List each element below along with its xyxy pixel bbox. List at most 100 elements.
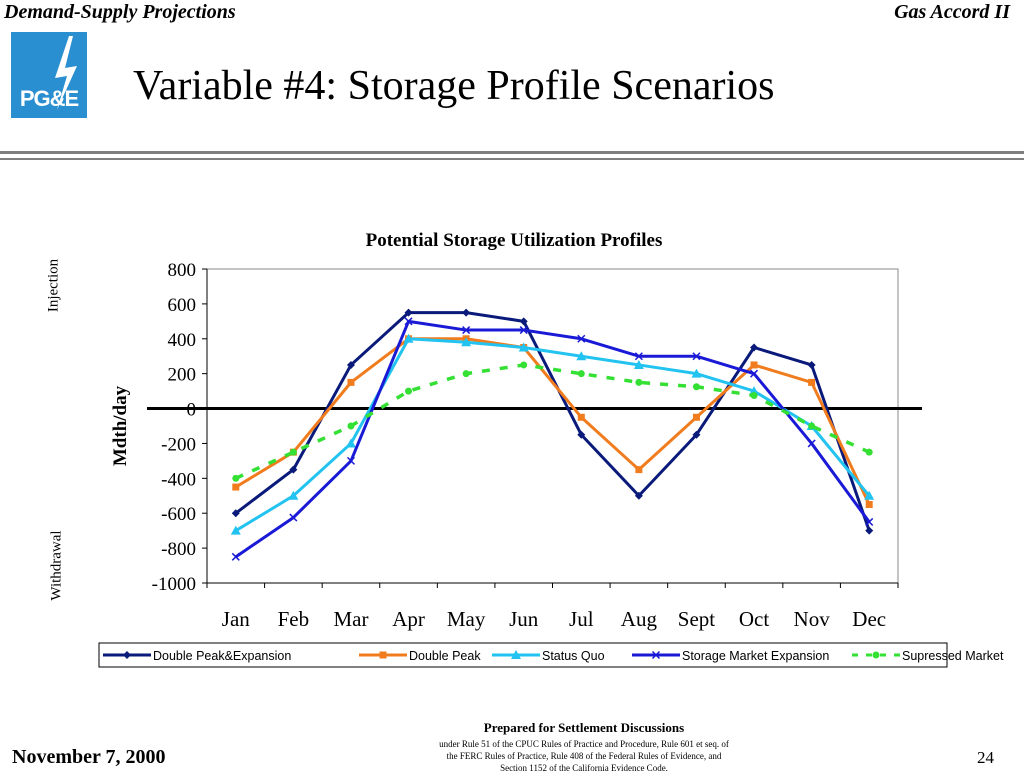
y-tick-label: 200 xyxy=(168,365,197,386)
legend-label: Double Peak&Expansion xyxy=(153,649,291,663)
header-rule-bottom xyxy=(0,158,1024,160)
footer-line-2: the FERC Rules of Practice, Rule 408 of … xyxy=(446,751,722,761)
data-point xyxy=(231,552,240,561)
x-tick-label: Jan xyxy=(222,607,250,631)
y-tick-label: -1000 xyxy=(152,574,196,595)
x-tick-label: Aug xyxy=(621,607,658,631)
series-line xyxy=(235,363,870,480)
data-point xyxy=(577,430,586,439)
data-point xyxy=(692,413,700,421)
data-point xyxy=(289,513,298,522)
data-point xyxy=(808,378,816,386)
data-point xyxy=(864,490,875,500)
x-tick-label: Apr xyxy=(392,607,425,631)
x-tick-label: Sept xyxy=(678,607,716,631)
y-tick-label: 600 xyxy=(168,295,197,316)
data-point xyxy=(865,517,874,526)
footer-heading: Prepared for Settlement Discussions xyxy=(483,720,685,735)
data-point xyxy=(404,308,413,317)
data-point xyxy=(750,369,759,378)
data-point xyxy=(635,378,643,386)
data-point xyxy=(865,501,873,508)
plot-area xyxy=(206,268,899,584)
logo-text: PG&E xyxy=(19,86,79,111)
chart-legend: Double Peak&Expansion Double Peak Status Q… xyxy=(98,642,1004,668)
data-point xyxy=(577,413,585,421)
legend-label: Storage Market Expansion xyxy=(682,649,829,663)
data-point xyxy=(345,438,356,448)
data-point xyxy=(403,333,414,343)
data-point xyxy=(635,466,643,474)
data-point xyxy=(232,474,240,482)
data-point xyxy=(692,383,700,391)
data-point xyxy=(808,422,816,430)
data-point xyxy=(347,378,355,386)
data-point xyxy=(633,359,644,369)
legend-label: Double Peak xyxy=(409,649,481,663)
data-point xyxy=(288,490,299,500)
data-point xyxy=(577,334,586,343)
legend-marker xyxy=(872,651,880,659)
data-point xyxy=(634,352,643,361)
y-tick-label: -800 xyxy=(161,539,196,560)
data-point xyxy=(865,526,874,535)
data-point xyxy=(346,360,355,369)
data-point xyxy=(519,317,528,326)
x-tick-label: Nov xyxy=(794,607,831,631)
y-axis-label: Mdth/day xyxy=(110,385,131,466)
data-point xyxy=(289,465,298,474)
header-right: Gas Accord II xyxy=(894,1,1010,23)
x-tick-label: Mar xyxy=(333,607,368,631)
logo-spark-icon xyxy=(55,36,77,110)
y-tick-label: -600 xyxy=(161,504,196,525)
data-point xyxy=(230,525,241,535)
data-point xyxy=(346,456,355,465)
data-point xyxy=(750,391,758,399)
series-supressed-market xyxy=(232,361,873,482)
data-point xyxy=(462,308,471,317)
data-point xyxy=(576,351,587,361)
x-tick-label: Oct xyxy=(739,607,769,631)
data-point xyxy=(289,448,297,456)
data-point xyxy=(807,439,816,448)
data-point xyxy=(231,509,240,518)
page-number: 24 xyxy=(977,748,994,767)
pge-logo: PG&E xyxy=(11,32,87,118)
legend-label: Status Quo xyxy=(542,649,605,663)
data-point xyxy=(807,360,816,369)
data-point xyxy=(865,448,873,456)
y-tick-label: 800 xyxy=(168,260,197,281)
data-point xyxy=(518,342,529,352)
data-point xyxy=(750,361,758,369)
data-point xyxy=(691,368,702,378)
series-line xyxy=(235,337,871,532)
data-point xyxy=(405,387,413,395)
slide-title: Variable #4: Storage Profile Scenarios xyxy=(133,63,775,109)
data-point xyxy=(692,352,701,361)
series-double-peak-expansion xyxy=(231,308,874,535)
data-point xyxy=(520,361,528,369)
x-tick-label: Feb xyxy=(278,607,310,631)
y-tick-label: 400 xyxy=(168,330,197,351)
series-status-quo xyxy=(230,333,875,535)
x-tick-label: Jun xyxy=(509,607,539,631)
header-rule-top xyxy=(0,151,1024,154)
x-tick-label: Dec xyxy=(852,607,886,631)
data-point xyxy=(462,326,471,335)
data-point xyxy=(461,337,472,347)
series-line xyxy=(235,337,871,506)
data-point xyxy=(519,326,528,335)
header-left: Demand-Supply Projections xyxy=(4,1,236,23)
data-point xyxy=(347,422,355,430)
legend-marker xyxy=(379,651,387,659)
legend-marker xyxy=(123,651,131,659)
data-point xyxy=(404,317,413,326)
y-tick-label: -400 xyxy=(161,469,196,490)
legend-marker xyxy=(511,650,521,659)
data-point xyxy=(232,483,240,491)
footer-line-3: Section 1152 of the California Evidence … xyxy=(500,763,668,773)
data-point xyxy=(577,370,585,378)
series-line xyxy=(234,311,871,532)
footer-line-1: under Rule 51 of the CPUC Rules of Pract… xyxy=(439,739,729,749)
